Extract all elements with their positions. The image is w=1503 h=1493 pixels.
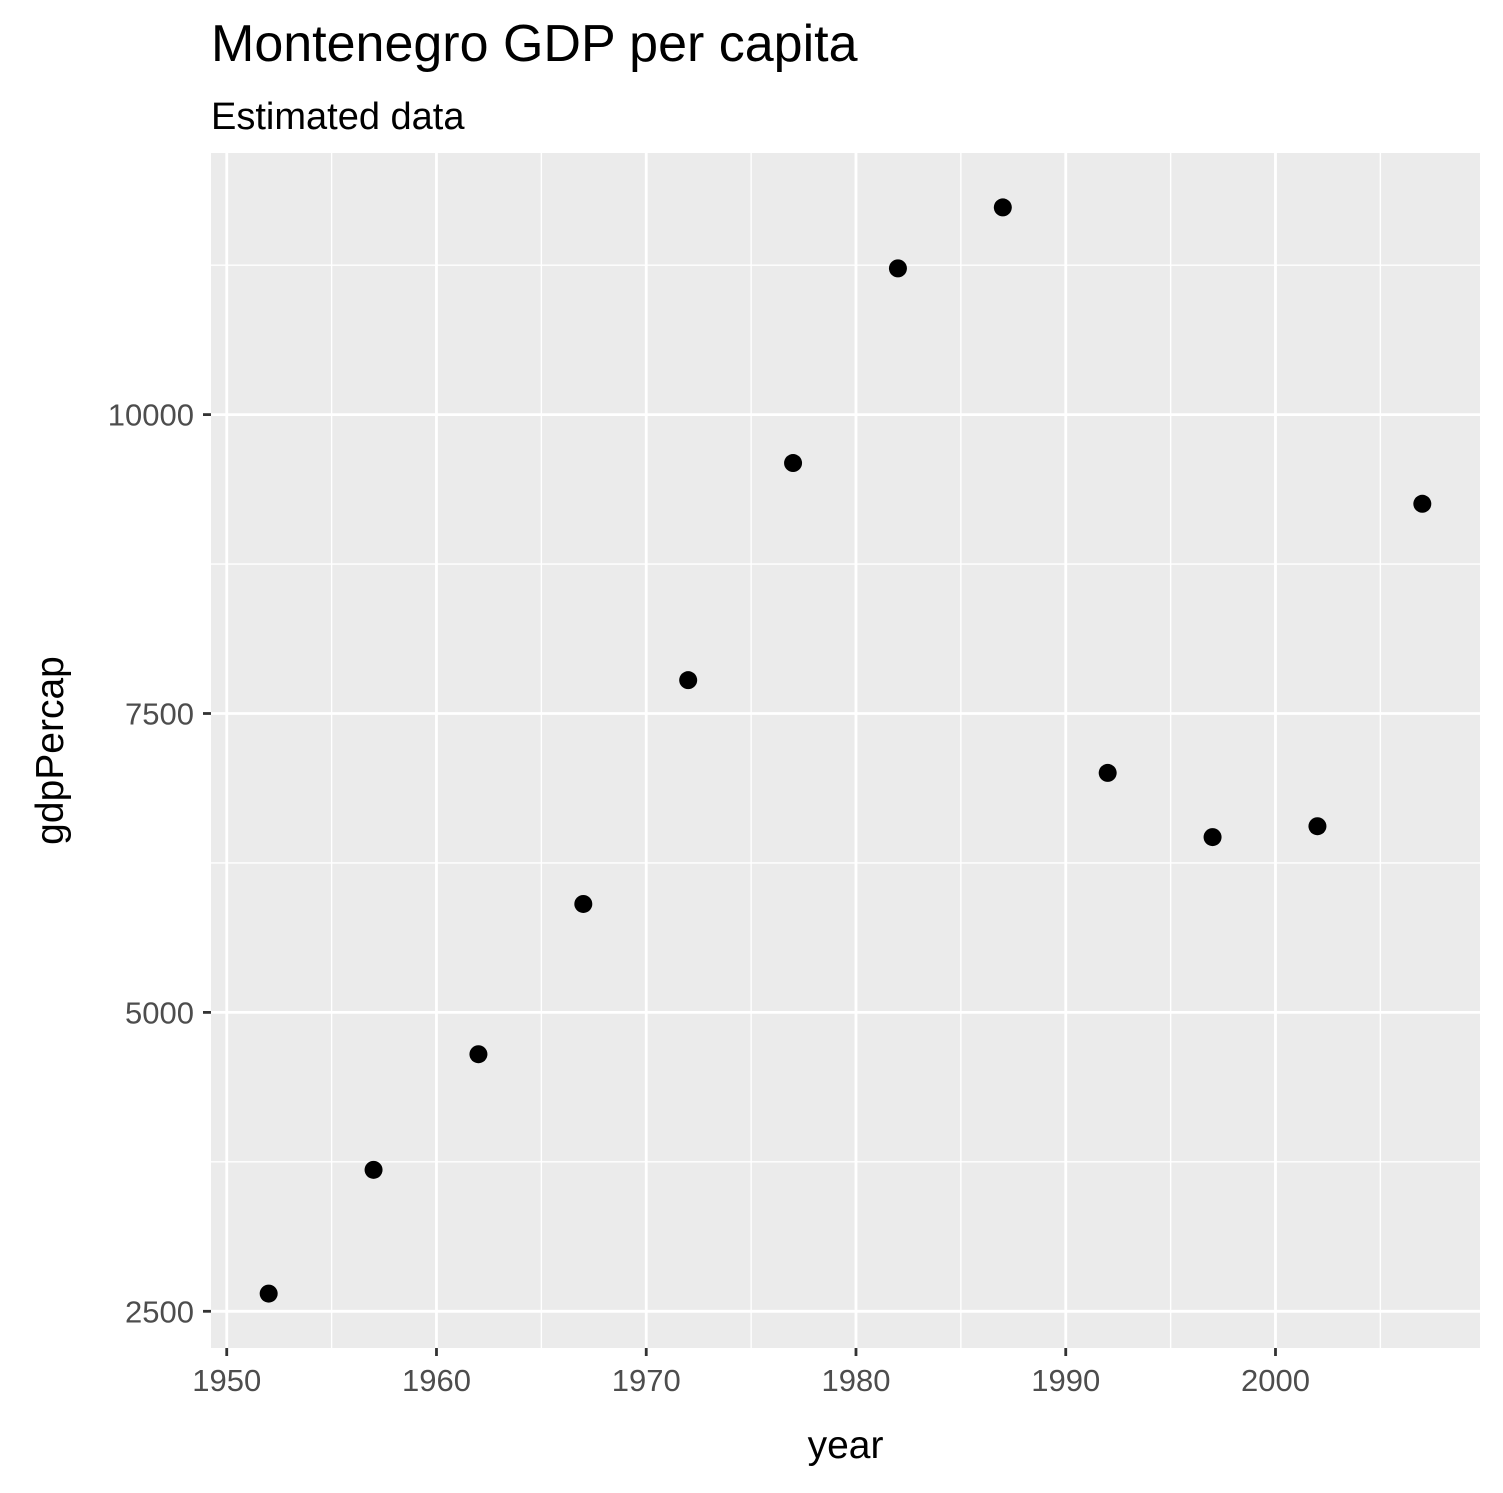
x-axis: 1950 1960 1970 1980 1990 2000 [192,1348,1310,1398]
major-gridlines [211,153,1480,1348]
chart-subtitle: Estimated data [211,96,465,138]
x-tick-label: 1980 [822,1363,891,1398]
x-tick-label: 1960 [402,1363,471,1398]
data-point [574,894,593,913]
y-tick-label: 10000 [108,398,194,433]
data-point [1203,828,1222,847]
data-points [259,198,1432,1303]
minor-gridlines [211,153,1480,1348]
data-point [259,1284,278,1303]
y-axis: 2500 5000 7500 10000 [108,398,211,1329]
y-tick-label: 5000 [125,995,194,1030]
data-point [1308,817,1327,836]
plot-panel [211,153,1480,1348]
data-point [469,1045,488,1064]
x-tick-label: 2000 [1241,1363,1310,1398]
chart-title: Montenegro GDP per capita [211,15,858,73]
data-point [784,454,803,473]
y-tick-label: 2500 [125,1294,194,1329]
x-tick-label: 1950 [192,1363,261,1398]
data-point [679,671,698,690]
data-point [364,1160,383,1179]
x-tick-label: 1970 [612,1363,681,1398]
data-point [993,198,1012,217]
y-axis-title: gdpPercap [29,656,72,845]
x-axis-title: year [808,1424,884,1467]
data-point [1413,494,1432,513]
x-tick-label: 1990 [1031,1363,1100,1398]
data-point [1098,763,1117,782]
data-point [888,259,907,278]
y-tick-label: 7500 [125,696,194,731]
